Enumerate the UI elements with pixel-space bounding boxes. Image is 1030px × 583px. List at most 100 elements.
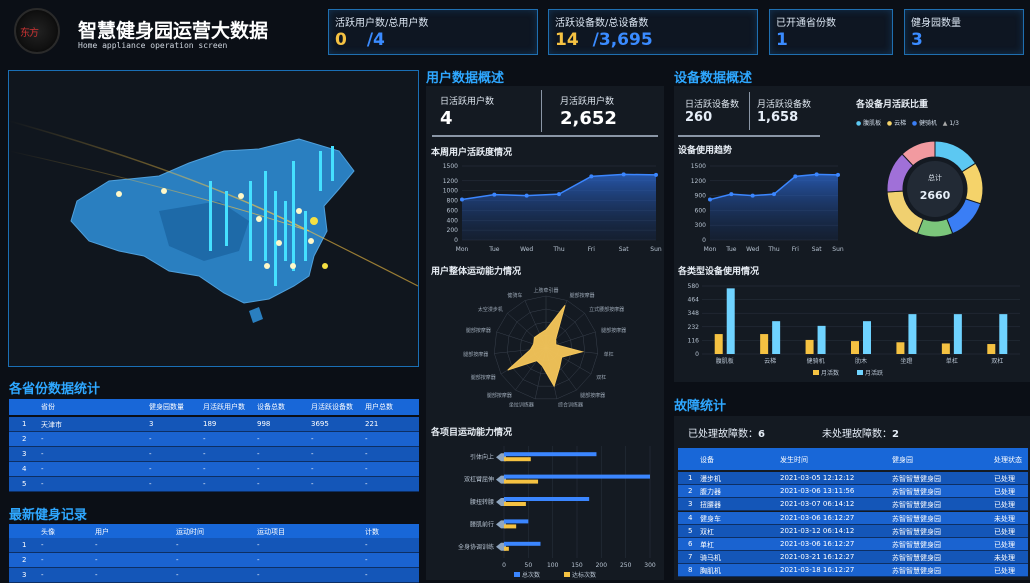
y-tick-label: 464 <box>688 297 700 304</box>
ratio-legend[interactable]: ● 腹肌板 ● 云梯 ● 健骑机 ▲ 1/3 <box>856 120 959 127</box>
row-index: 2 <box>688 487 693 496</box>
radar-label: 健骑车 <box>507 292 522 299</box>
row-index: 7 <box>688 553 693 562</box>
fault-row[interactable]: 1 漫步机 2021-03-05 12:12:12 苏智智慧健身园 已处理 <box>678 472 1028 485</box>
table-row[interactable]: 1 - - - - - <box>9 538 419 553</box>
label-tag <box>496 475 506 484</box>
row-index: 1 <box>688 474 693 482</box>
fault-cell: 已处理 <box>994 527 1015 536</box>
province-stats-table: 省份 健身园数量 月活跃用户数 设备总数 月活跃设备数 用户总数 1 天津市 3… <box>9 399 419 492</box>
fault-cell: 2021-03-06 16:12:27 <box>780 513 855 522</box>
donut-center-label: 总计 <box>928 174 942 182</box>
page-subtitle: Home appliance operation screen <box>78 41 228 50</box>
table-row[interactable]: 1 天津市 3 189 998 3695 221 <box>9 417 419 432</box>
kpi-value: 0 <box>335 30 347 50</box>
fault-cell: 2021-03-07 06:14:12 <box>780 500 855 509</box>
x-tick-label: 250 <box>620 562 632 569</box>
bar <box>504 524 517 529</box>
project-ability-title: 各项目运动能力情况 <box>431 428 513 438</box>
fault-cell: 骑马机 <box>700 554 721 563</box>
fault-cell: 双杠 <box>700 527 714 536</box>
fault-row[interactable]: 2 腹力器 2021-03-06 13:11:56 苏智智慧健身园 已处理 <box>678 485 1028 499</box>
fault-cell: 健身车 <box>700 514 721 523</box>
handled-faults: 已处理故障数：6 <box>688 429 765 440</box>
device-type-title: 各类型设备使用情况 <box>678 267 760 277</box>
table-row[interactable]: 2 - - - - - - <box>9 432 419 447</box>
map-island <box>249 307 263 323</box>
x-tick-label: Mon <box>704 246 717 253</box>
x-tick-label: Sun <box>832 246 844 253</box>
y-tick-label: 1000 <box>443 188 458 195</box>
table-row[interactable]: 5 - - - - - - <box>9 477 419 492</box>
data-point <box>492 192 497 197</box>
fault-cell: 已处理 <box>994 475 1015 483</box>
radar-label: 腿部按摩器 <box>487 392 512 399</box>
fault-row[interactable]: 6 单杠 2021-03-06 16:12:27 苏智智慧健身园 已处理 <box>678 538 1028 551</box>
table-row[interactable]: 3 - - - - - <box>9 568 419 583</box>
device-ratio-donut <box>886 140 984 238</box>
bar <box>999 314 1008 354</box>
fault-cell: 苏智智慧健身园 <box>892 527 941 536</box>
fault-cell: 苏智智慧健身园 <box>892 475 941 483</box>
fault-row[interactable]: 7 骑马机 2021-03-21 16:12:27 苏智智慧健身园 未处理 <box>678 551 1028 565</box>
monthly-devices-label: 月活跃设备数 <box>757 100 812 110</box>
y-tick-label: 116 <box>688 337 700 344</box>
fault-row[interactable]: 4 健身车 2021-03-06 16:12:27 苏智智慧健身园 未处理 <box>678 511 1028 525</box>
table-row[interactable]: 2 - - - - - <box>9 553 419 568</box>
radar-area <box>507 304 585 388</box>
kpi-value-total: /3,695 <box>592 30 653 50</box>
x-tick-label: 肋木 <box>855 357 867 365</box>
kpi-provinces: 已开通省份数 1 <box>769 9 893 55</box>
bar <box>941 343 950 354</box>
fault-cell: 未处理 <box>994 554 1015 563</box>
bar <box>908 314 917 354</box>
table-row[interactable]: 3 - - - - - - <box>9 447 419 462</box>
y-tick-label: 腰扭转腰 <box>470 498 494 506</box>
fault-row[interactable]: 3 扭腰器 2021-03-07 06:14:12 苏智智慧健身园 已处理 <box>678 498 1028 512</box>
y-tick-label: 1200 <box>443 178 458 185</box>
row-index: 8 <box>688 566 693 575</box>
radar-label: 腿部按摩器 <box>570 292 595 299</box>
records-table: 头像 用户 运动时间 运动项目 计数 1 - - - - - 2 - - - -… <box>9 524 419 583</box>
bar <box>504 474 650 479</box>
x-tick-label: 300 <box>644 562 656 569</box>
bar <box>714 334 723 354</box>
monthly-users-label: 月活跃用户数 <box>560 97 615 107</box>
bar <box>896 342 905 354</box>
fault-cell: 苏智智慧健身园 <box>892 541 941 549</box>
data-point <box>708 197 712 202</box>
fault-row[interactable]: 5 双杠 2021-03-12 06:14:12 苏智智慧健身园 已处理 <box>678 524 1028 538</box>
y-tick-label: 0 <box>454 237 458 244</box>
fault-cell: 2021-03-06 13:11:56 <box>780 487 855 496</box>
x-tick-label: 150 <box>571 562 583 569</box>
ability-title: 用户整体运动能力情况 <box>431 267 522 277</box>
data-point <box>836 172 840 177</box>
bar <box>504 452 597 457</box>
x-tick-label: Sat <box>619 246 629 253</box>
x-tick-label: Fri <box>792 246 799 253</box>
y-tick-label: 引体向上 <box>470 453 494 461</box>
x-tick-label: Wed <box>746 246 759 253</box>
y-tick-label: 600 <box>447 207 459 214</box>
records-title: 最新健身记录 <box>9 508 88 523</box>
radar-label: 坐拉训练器 <box>509 402 534 409</box>
y-tick-label: 232 <box>688 324 700 331</box>
x-tick-label: 200 <box>596 562 608 569</box>
bar <box>805 339 814 354</box>
donut-center <box>907 161 963 217</box>
label-tag <box>496 520 506 529</box>
x-tick-label: Tue <box>725 246 737 253</box>
china-map-panel[interactable] <box>8 70 419 367</box>
fault-cell: 2021-03-21 16:12:27 <box>780 553 855 562</box>
fault-row[interactable]: 8 胸肌机 2021-03-18 16:12:27 苏智智慧健身园 已处理 <box>678 564 1028 578</box>
table-row[interactable]: 4 - - - - - - <box>9 462 419 477</box>
kpi-active-devices: 活跃设备数/总设备数 14/3,695 <box>548 9 758 55</box>
fault-cell: 苏智智慧健身园 <box>892 567 941 576</box>
data-point <box>729 192 734 197</box>
y-tick-label: 580 <box>688 283 700 290</box>
bar <box>772 321 781 354</box>
data-bars <box>209 146 334 286</box>
x-tick-label: Thu <box>767 246 779 253</box>
y-tick-label: 800 <box>447 198 459 205</box>
